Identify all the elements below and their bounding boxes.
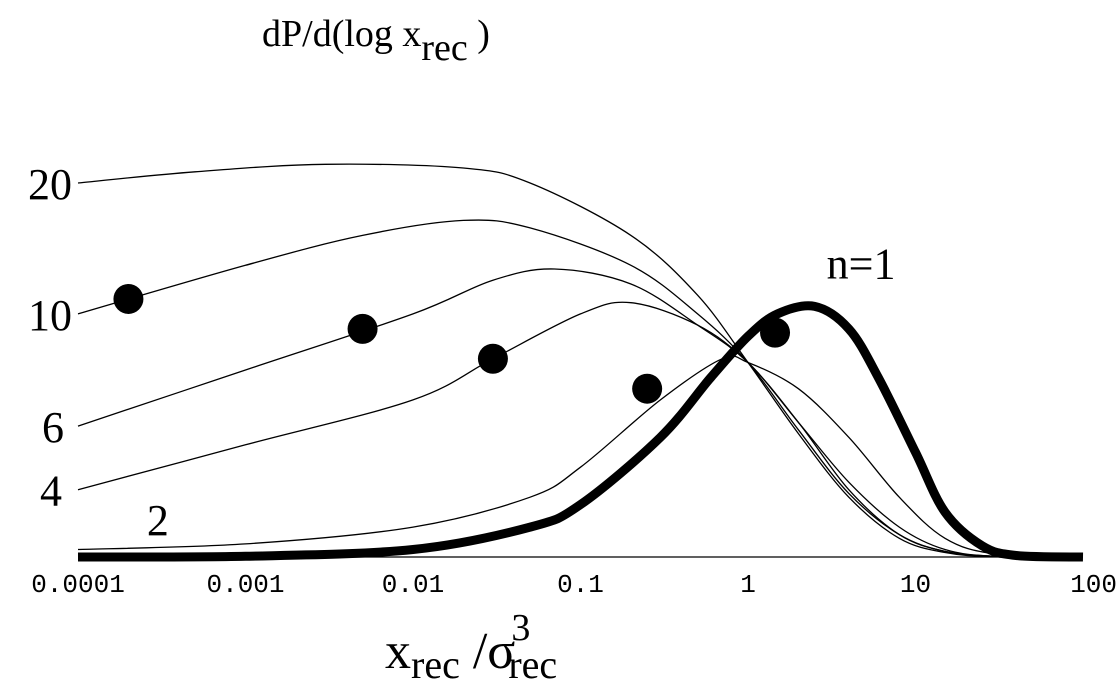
x-tick-label: 0.1 bbox=[557, 570, 604, 600]
series-line-20 bbox=[77, 163, 1084, 558]
series-label-2: 2 bbox=[147, 496, 169, 545]
data-marker bbox=[632, 373, 663, 404]
series-label-10: 10 bbox=[28, 291, 72, 340]
series-labels: n=1 2 4 6 10 20 bbox=[28, 160, 895, 545]
x-tick-label: 0.01 bbox=[382, 570, 444, 600]
series-line-n1 bbox=[77, 301, 1084, 562]
data-marker bbox=[760, 317, 791, 348]
series-line-2 bbox=[77, 355, 1084, 558]
data-marker bbox=[113, 283, 144, 314]
series-label-6: 6 bbox=[42, 403, 64, 452]
x-tick-label: 0.001 bbox=[206, 570, 284, 600]
x-axis-label: xrec /σ3 rec bbox=[385, 607, 557, 681]
x-tick-label: 100 bbox=[1070, 570, 1117, 600]
x-tick-label: 1 bbox=[740, 570, 756, 600]
series-curves bbox=[77, 163, 1084, 562]
series-label-n1: n=1 bbox=[827, 239, 896, 288]
x-tick-label: 0.0001 bbox=[31, 570, 125, 600]
chart-title: dP/d(log xrec ) bbox=[262, 13, 490, 69]
x-tick-label: 10 bbox=[900, 570, 931, 600]
data-marker bbox=[477, 343, 508, 374]
data-marker bbox=[347, 313, 378, 344]
series-line-10 bbox=[77, 219, 1084, 558]
series-label-4: 4 bbox=[40, 467, 62, 516]
series-line-4 bbox=[77, 301, 1084, 558]
series-line-6 bbox=[77, 268, 1084, 558]
data-markers bbox=[113, 283, 791, 404]
series-label-20: 20 bbox=[28, 160, 72, 209]
x-tick-labels: 0.0001 0.001 0.01 0.1 1 10 100 bbox=[31, 570, 1117, 600]
